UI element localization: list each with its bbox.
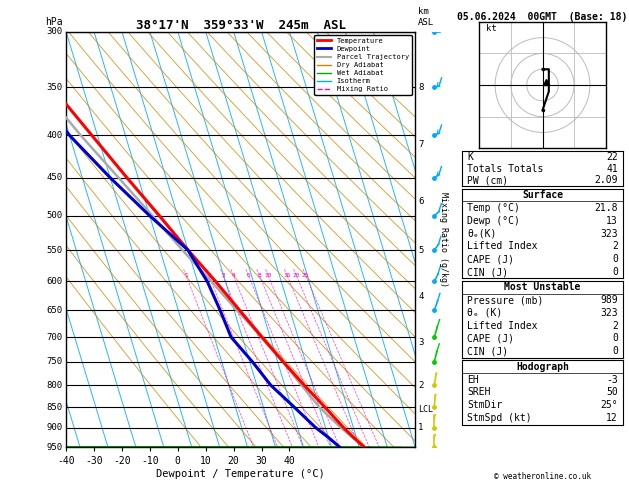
Text: PW (cm): PW (cm) [467, 175, 508, 185]
Text: 4: 4 [231, 273, 235, 278]
Text: 3: 3 [418, 338, 424, 347]
Text: Temp (°C): Temp (°C) [467, 203, 520, 213]
Text: 950: 950 [47, 443, 62, 451]
Text: CAPE (J): CAPE (J) [467, 333, 514, 344]
Text: 2: 2 [418, 381, 424, 390]
Text: θₑ (K): θₑ (K) [467, 308, 503, 318]
Text: 6: 6 [418, 196, 424, 206]
Text: CIN (J): CIN (J) [467, 347, 508, 356]
Text: 25: 25 [302, 273, 309, 278]
Text: Totals Totals: Totals Totals [467, 164, 543, 174]
Text: 2: 2 [612, 242, 618, 251]
Text: hPa: hPa [45, 17, 62, 27]
Text: 16: 16 [283, 273, 291, 278]
Text: Mixing Ratio (g/kg): Mixing Ratio (g/kg) [439, 192, 448, 287]
Text: 2.09: 2.09 [594, 175, 618, 185]
Text: 12: 12 [606, 413, 618, 423]
Text: kt: kt [486, 24, 496, 34]
Text: StmSpd (kt): StmSpd (kt) [467, 413, 532, 423]
Text: 323: 323 [600, 228, 618, 239]
Text: 20: 20 [292, 273, 300, 278]
Title: 38°17'N  359°33'W  245m  ASL: 38°17'N 359°33'W 245m ASL [136, 18, 345, 32]
Text: 22: 22 [606, 152, 618, 162]
Text: 750: 750 [47, 357, 62, 366]
Text: 323: 323 [600, 308, 618, 318]
Text: © weatheronline.co.uk: © weatheronline.co.uk [494, 472, 591, 481]
Text: StmDir: StmDir [467, 400, 503, 410]
Text: 1: 1 [184, 273, 188, 278]
Text: K: K [467, 152, 473, 162]
Text: 41: 41 [606, 164, 618, 174]
Text: 850: 850 [47, 402, 62, 412]
Text: SREH: SREH [467, 387, 491, 398]
Text: 25°: 25° [600, 400, 618, 410]
Text: 8: 8 [418, 83, 424, 92]
Text: -3: -3 [606, 375, 618, 384]
Text: 2: 2 [612, 321, 618, 330]
Text: 800: 800 [47, 381, 62, 390]
Text: 700: 700 [47, 332, 62, 342]
Text: 13: 13 [606, 216, 618, 226]
Text: 0: 0 [612, 347, 618, 356]
Text: θₑ(K): θₑ(K) [467, 228, 496, 239]
Text: 21.8: 21.8 [594, 203, 618, 213]
Text: 450: 450 [47, 173, 62, 182]
Text: 8: 8 [257, 273, 261, 278]
Text: CIN (J): CIN (J) [467, 267, 508, 277]
Text: CAPE (J): CAPE (J) [467, 254, 514, 264]
Text: 550: 550 [47, 245, 62, 255]
Text: Surface: Surface [522, 190, 563, 200]
Text: 6: 6 [247, 273, 250, 278]
Text: Lifted Index: Lifted Index [467, 242, 538, 251]
Text: 50: 50 [606, 387, 618, 398]
Text: 350: 350 [47, 83, 62, 92]
Text: Most Unstable: Most Unstable [504, 282, 581, 292]
Text: 3: 3 [221, 273, 225, 278]
Text: 4: 4 [418, 292, 424, 301]
Legend: Temperature, Dewpoint, Parcel Trajectory, Dry Adiabat, Wet Adiabat, Isotherm, Mi: Temperature, Dewpoint, Parcel Trajectory… [314, 35, 411, 95]
Text: Lifted Index: Lifted Index [467, 321, 538, 330]
Text: 5: 5 [418, 245, 424, 255]
Text: EH: EH [467, 375, 479, 384]
Text: 1: 1 [418, 423, 424, 432]
Text: 989: 989 [600, 295, 618, 305]
Text: 500: 500 [47, 211, 62, 220]
Text: 2: 2 [207, 273, 211, 278]
Text: LCL: LCL [418, 405, 433, 414]
Text: 900: 900 [47, 423, 62, 432]
Text: Pressure (mb): Pressure (mb) [467, 295, 543, 305]
Text: 650: 650 [47, 306, 62, 315]
Text: 300: 300 [47, 27, 62, 36]
Text: Dewp (°C): Dewp (°C) [467, 216, 520, 226]
Text: 0: 0 [612, 267, 618, 277]
Text: 7: 7 [418, 139, 424, 149]
Text: km
ASL: km ASL [418, 7, 435, 27]
Text: 10: 10 [264, 273, 272, 278]
Text: Hodograph: Hodograph [516, 362, 569, 372]
Text: 0: 0 [612, 333, 618, 344]
Text: 05.06.2024  00GMT  (Base: 18): 05.06.2024 00GMT (Base: 18) [457, 12, 628, 22]
Text: 0: 0 [612, 254, 618, 264]
X-axis label: Dewpoint / Temperature (°C): Dewpoint / Temperature (°C) [156, 469, 325, 479]
Text: 600: 600 [47, 277, 62, 286]
Text: 400: 400 [47, 131, 62, 140]
